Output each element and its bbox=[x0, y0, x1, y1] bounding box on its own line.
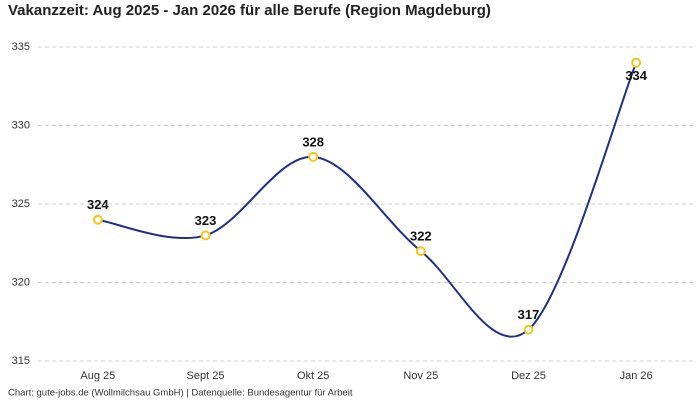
source-note: Chart: gute-jobs.de (Wollmilchsau GmbH) … bbox=[8, 388, 353, 399]
chart-title: Vakanzzeit: Aug 2025 - Jan 2026 für alle… bbox=[8, 2, 491, 19]
x-tick-label: Dez 25 bbox=[511, 370, 546, 382]
y-tick-label: 335 bbox=[12, 41, 30, 53]
data-point bbox=[200, 230, 211, 241]
data-point bbox=[415, 246, 426, 257]
data-line bbox=[97, 62, 638, 338]
x-tick-label: Nov 25 bbox=[403, 370, 438, 382]
value-label: 317 bbox=[518, 307, 540, 322]
y-tick-label: 330 bbox=[12, 119, 30, 131]
data-point bbox=[523, 324, 534, 335]
value-label: 322 bbox=[410, 229, 432, 244]
y-tick-label: 325 bbox=[12, 198, 30, 210]
x-tick-label: Okt 25 bbox=[297, 370, 329, 382]
value-label: 328 bbox=[302, 134, 324, 149]
y-tick-label: 315 bbox=[12, 355, 30, 367]
value-label: 334 bbox=[625, 68, 647, 83]
x-tick-label: Jan 26 bbox=[620, 370, 653, 382]
data-point bbox=[92, 214, 103, 225]
data-point bbox=[631, 57, 642, 68]
x-tick-label: Sept 25 bbox=[187, 370, 225, 382]
x-tick-label: Aug 25 bbox=[80, 370, 115, 382]
value-label: 324 bbox=[87, 197, 109, 212]
y-tick-label: 320 bbox=[12, 276, 30, 288]
data-point bbox=[308, 151, 319, 162]
value-label: 323 bbox=[195, 213, 217, 228]
